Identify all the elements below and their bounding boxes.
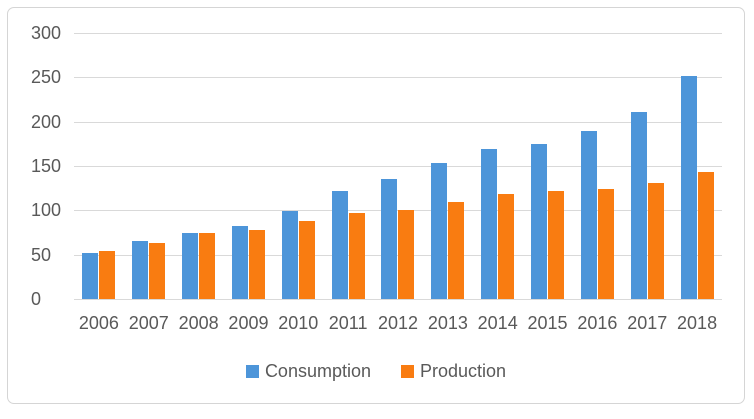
x-tick-label-2015: 2015 (527, 313, 568, 333)
bar-production-2008 (199, 233, 216, 299)
x-tick-label-2018: 2018 (677, 313, 718, 333)
bar-consumption-2015 (531, 143, 548, 299)
bar-consumption-2013 (431, 162, 448, 299)
bar-production-2016 (597, 189, 614, 299)
bar-consumption-2006 (82, 252, 99, 299)
bar-consumption-2016 (580, 131, 597, 299)
bar-group-2015 (523, 33, 573, 299)
y-tick-label-50: 50 (31, 244, 52, 265)
gridline-150 (74, 166, 722, 167)
bars-row (74, 33, 722, 299)
bar-production-2010 (298, 221, 315, 299)
bar-production-2013 (448, 201, 465, 299)
chart-frame: 0 50 100 150 200 250 300 2006 2007 2008 2009 2010 2… (7, 7, 745, 404)
gridline-0 (74, 299, 722, 300)
gridline-200 (74, 121, 722, 123)
x-tick-label-2013: 2013 (427, 313, 468, 333)
legend-swatch-production (401, 364, 414, 378)
bar-group-2018 (672, 33, 722, 299)
gridline-250 (74, 77, 722, 79)
bar-production-2017 (647, 182, 664, 299)
x-tick-label-2011: 2011 (328, 313, 368, 333)
x-tick-label-2009: 2009 (228, 313, 269, 333)
bar-production-2011 (348, 213, 365, 299)
x-tick-label-2014: 2014 (477, 313, 518, 333)
bar-consumption-2018 (680, 75, 697, 299)
bar-consumption-2017 (630, 111, 647, 299)
legend-item-production: Production (401, 361, 506, 381)
bar-group-2013 (423, 33, 473, 299)
bar-group-2008 (174, 33, 224, 299)
bar-production-2009 (248, 229, 265, 299)
bar-production-2012 (398, 210, 415, 299)
legend-item-consumption: Consumption (245, 361, 371, 381)
bar-consumption-2014 (481, 149, 498, 299)
legend: Consumption Production (8, 361, 744, 381)
gridline-300 (74, 33, 722, 34)
legend-label-production: Production (420, 361, 507, 381)
bar-consumption-2012 (381, 179, 398, 299)
bar-production-2014 (498, 194, 515, 299)
x-tick-label-2012: 2012 (377, 313, 419, 333)
bar-production-2018 (697, 172, 714, 299)
bar-group-2010 (273, 33, 323, 299)
bar-group-2016 (572, 33, 622, 299)
plot-area (74, 33, 722, 300)
bar-production-2015 (548, 190, 565, 299)
gridline-100 (74, 210, 722, 212)
x-tick-label-2006: 2006 (78, 313, 119, 333)
bar-production-2007 (149, 243, 166, 299)
y-tick-label-300: 300 (31, 23, 62, 43)
bar-consumption-2011 (331, 190, 348, 299)
bar-consumption-2009 (231, 226, 248, 299)
bar-group-2017 (622, 33, 672, 299)
bar-group-2007 (124, 33, 174, 299)
bar-group-2009 (224, 33, 274, 299)
x-tick-label-2016: 2016 (577, 313, 618, 333)
y-tick-label-0: 0 (31, 289, 42, 309)
x-tick-label-2017: 2017 (627, 313, 668, 333)
legend-label-consumption: Consumption (264, 361, 371, 381)
legend-swatch-consumption (245, 364, 259, 378)
bar-group-2012 (373, 33, 423, 299)
bar-group-2014 (473, 33, 523, 299)
bar-group-2006 (74, 33, 124, 299)
bar-consumption-2007 (132, 241, 149, 299)
bar-consumption-2010 (281, 211, 298, 299)
y-tick-label-100: 100 (31, 200, 62, 221)
y-tick-label-150: 150 (31, 156, 62, 176)
bar-group-2011 (323, 33, 373, 299)
x-tick-label-2010: 2010 (278, 313, 319, 333)
gridline-50 (74, 254, 722, 256)
x-tick-label-2008: 2008 (178, 313, 219, 333)
bar-production-2006 (99, 251, 116, 299)
bar-consumption-2008 (182, 232, 199, 299)
x-tick-label-2007: 2007 (128, 313, 169, 333)
y-tick-label-250: 250 (31, 67, 62, 88)
y-tick-label-200: 200 (31, 111, 62, 132)
